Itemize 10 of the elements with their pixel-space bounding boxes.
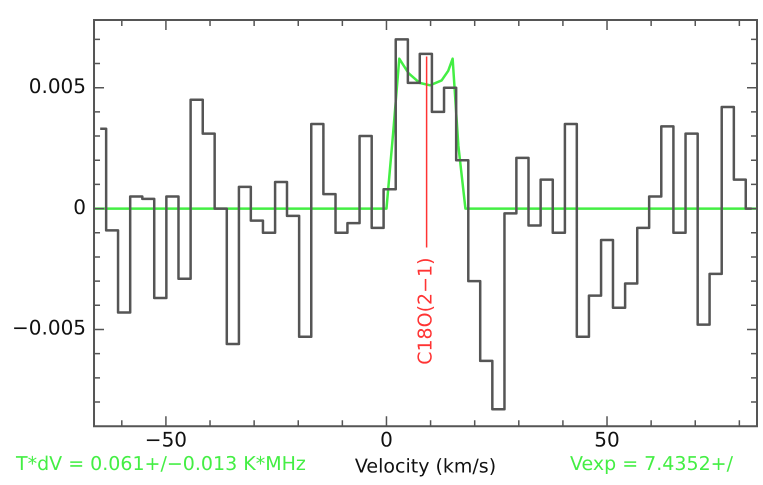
ref-line-label: C18O(2−1) — [414, 257, 437, 365]
y-tick-label: 0.005 — [28, 74, 86, 98]
x-axis-title: Velocity (km/s) — [354, 456, 496, 478]
x-tick-label: 0 — [380, 427, 393, 452]
text: Vexp = 7.4352+/ — [570, 452, 734, 475]
y-tick-label: 0 — [73, 194, 86, 219]
x-tick-label: 50 — [594, 427, 620, 452]
y-tick-label: −0.005 — [12, 316, 86, 340]
text: T*dV = 0.061+/−0.013 K*MHz — [15, 452, 306, 475]
x-tick-label: −50 — [144, 427, 188, 452]
